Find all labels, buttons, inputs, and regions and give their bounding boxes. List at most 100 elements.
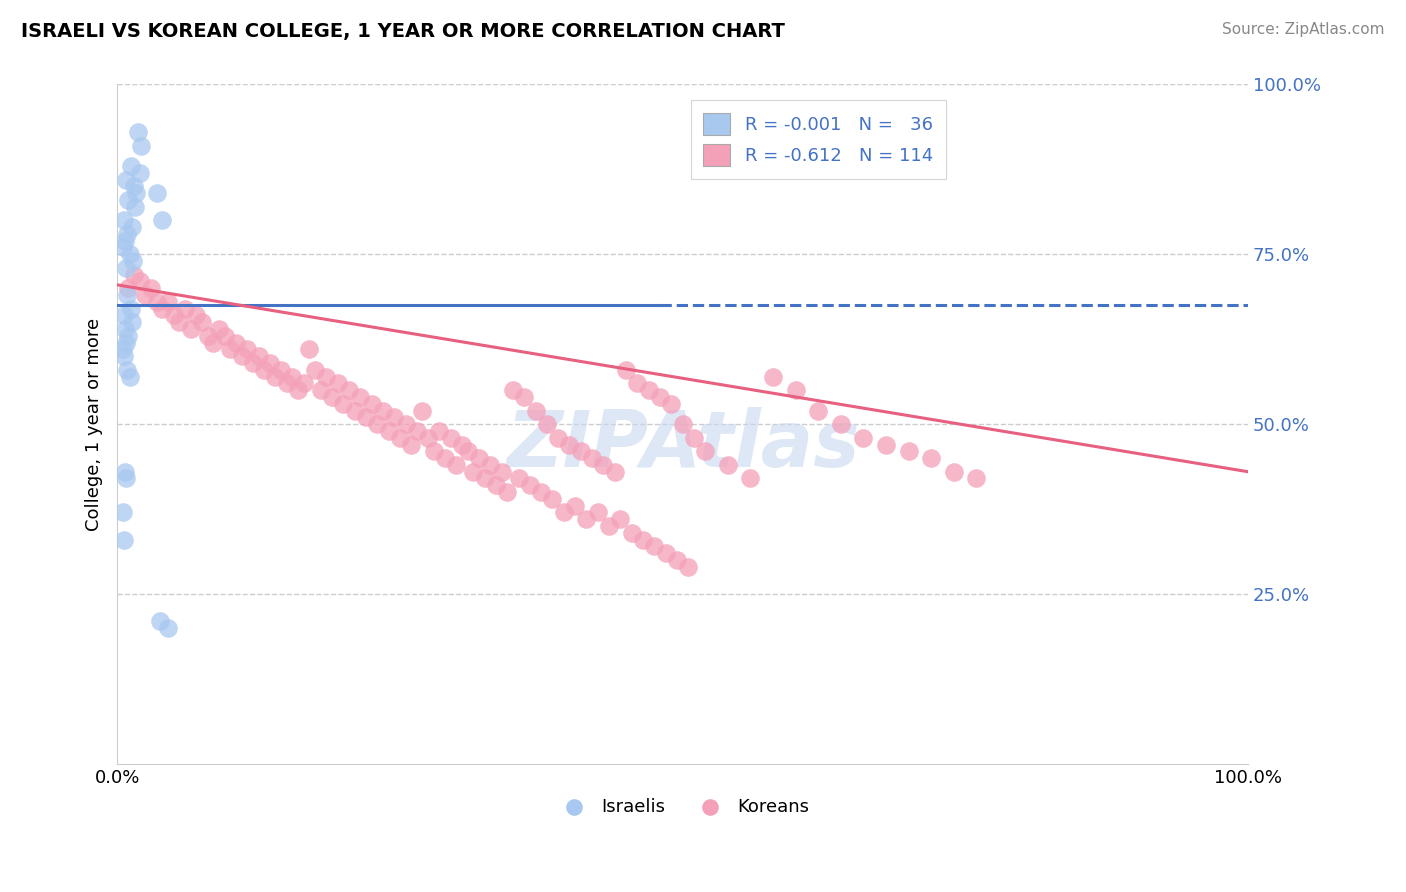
Point (665, 553, 688, 567)
Point (446, 458, 468, 472)
Point (124, 200, 146, 214)
Point (366, 417, 388, 431)
Point (114, 234, 136, 248)
Point (569, 444, 592, 458)
Point (117, 281, 139, 295)
Point (191, 315, 214, 329)
Point (648, 390, 671, 404)
Point (115, 172, 138, 186)
Point (399, 437, 422, 451)
Point (631, 533, 654, 547)
Point (405, 424, 427, 438)
Point (349, 390, 371, 404)
Point (558, 437, 581, 451)
Point (541, 491, 564, 506)
Point (115, 335, 138, 350)
Point (502, 383, 524, 397)
Point (242, 356, 264, 370)
Legend: Israelis, Koreans: Israelis, Koreans (548, 790, 817, 822)
Point (208, 322, 231, 336)
Point (457, 444, 479, 458)
Point (219, 343, 242, 357)
Point (112, 533, 135, 547)
Point (440, 431, 463, 445)
Point (920, 451, 942, 466)
Point (394, 417, 416, 431)
Point (128, 275, 150, 289)
Point (875, 437, 897, 451)
Point (264, 369, 287, 384)
Point (127, 125, 149, 139)
Point (620, 525, 643, 540)
Point (553, 505, 575, 519)
Point (643, 540, 665, 554)
Point (337, 383, 360, 397)
Point (122, 254, 145, 268)
Point (485, 478, 508, 492)
Point (807, 403, 830, 417)
Point (157, 294, 180, 309)
Point (253, 363, 276, 377)
Point (145, 186, 167, 201)
Point (598, 519, 620, 533)
Point (966, 471, 988, 485)
Point (491, 465, 513, 479)
Point (247, 349, 270, 363)
Point (117, 288, 139, 302)
Point (434, 451, 457, 466)
Point (134, 288, 156, 302)
Point (118, 369, 141, 384)
Point (637, 383, 659, 397)
Point (114, 322, 136, 336)
Point (762, 369, 785, 384)
Point (115, 260, 138, 275)
Point (174, 301, 197, 316)
Point (259, 356, 281, 370)
Point (343, 403, 366, 417)
Point (111, 505, 134, 519)
Point (117, 193, 139, 207)
Point (371, 403, 394, 417)
Point (682, 431, 704, 445)
Point (112, 309, 135, 323)
Point (671, 417, 693, 431)
Point (152, 213, 174, 227)
Point (614, 363, 637, 377)
Point (586, 505, 609, 519)
Point (112, 213, 135, 227)
Point (169, 315, 191, 329)
Point (276, 376, 298, 391)
Point (120, 301, 142, 316)
Text: ZIPAtlas: ZIPAtlas (506, 407, 859, 483)
Point (225, 335, 247, 350)
Point (214, 328, 236, 343)
Point (112, 349, 135, 363)
Point (111, 343, 134, 357)
Point (479, 458, 502, 472)
Point (575, 512, 598, 526)
Point (197, 328, 219, 343)
Point (463, 465, 485, 479)
Point (536, 417, 558, 431)
Point (326, 376, 349, 391)
Point (852, 431, 875, 445)
Point (117, 328, 139, 343)
Point (897, 444, 920, 458)
Point (287, 383, 309, 397)
Point (115, 471, 138, 485)
Point (468, 451, 491, 466)
Point (519, 478, 541, 492)
Point (111, 240, 134, 254)
Point (382, 410, 405, 425)
Text: ISRAELI VS KOREAN COLLEGE, 1 YEAR OR MORE CORRELATION CHART: ISRAELI VS KOREAN COLLEGE, 1 YEAR OR MOR… (21, 22, 785, 41)
Point (603, 465, 626, 479)
Point (157, 621, 180, 635)
Point (117, 227, 139, 241)
Point (626, 376, 648, 391)
Point (236, 343, 259, 357)
Point (118, 247, 141, 261)
Point (309, 383, 332, 397)
Point (676, 559, 699, 574)
Point (125, 186, 148, 201)
Point (388, 431, 411, 445)
